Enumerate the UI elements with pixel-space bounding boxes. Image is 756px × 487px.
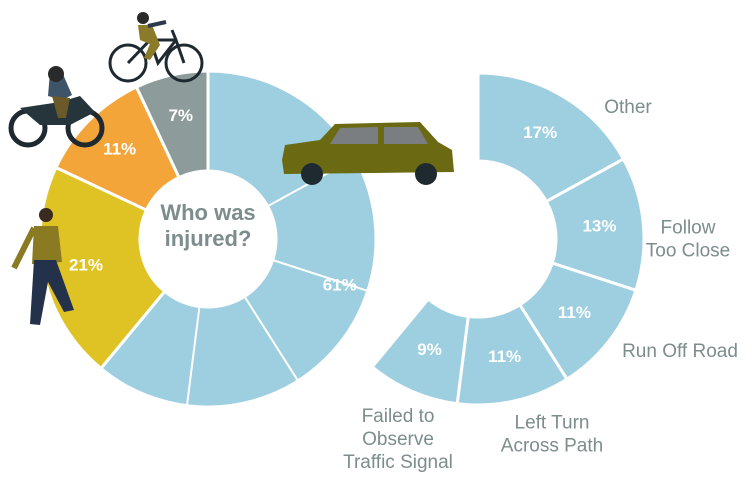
- value-label: 61%: [323, 276, 357, 295]
- cyclist-icon: [137, 12, 167, 60]
- category-label: Run Off Road: [622, 341, 738, 362]
- value-label: 13%: [582, 217, 616, 236]
- category-label: Left Turn Across Path: [501, 413, 603, 457]
- value-label: 11%: [488, 348, 521, 367]
- motorcycle-icon: [8, 66, 105, 148]
- divider: [272, 259, 369, 292]
- divider: [185, 306, 201, 406]
- value-label: 11%: [558, 303, 591, 322]
- slices: [38, 69, 646, 409]
- value-label: 17%: [523, 123, 557, 142]
- divider: [243, 295, 299, 382]
- value-label: 9%: [417, 340, 442, 359]
- slice: [370, 296, 470, 406]
- value-label: 7%: [168, 106, 193, 125]
- pedestrian-icon: [11, 208, 74, 325]
- value-label: 11%: [103, 140, 136, 159]
- slice: [476, 71, 626, 204]
- center-label: Who was injured?: [160, 200, 255, 251]
- car-icon: [282, 122, 454, 185]
- category-label: Follow Too Close: [646, 218, 731, 262]
- slice: [134, 69, 210, 180]
- slice: [38, 165, 167, 371]
- labels: 61% 21% 11% 7% 17% Other 13% Follow Too Close 11%…: [69, 97, 738, 473]
- value-label: 21%: [69, 256, 103, 275]
- category-label: Failed to Observe Traffic Signal: [343, 406, 453, 473]
- bicycle-icon: [108, 29, 204, 83]
- category-label: Other: [604, 97, 652, 118]
